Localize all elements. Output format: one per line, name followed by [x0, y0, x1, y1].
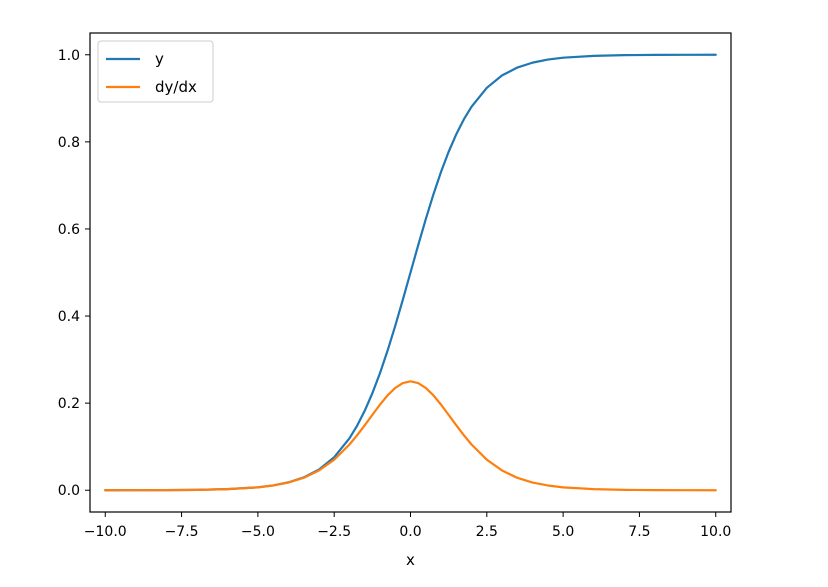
y-tick-label: 0.8 — [58, 135, 80, 151]
y-tick-label: 0.4 — [58, 309, 80, 325]
x-axis: −10.0 −7.5 −5.0 −2.5 0.0 2.5 5.0 7.5 10.0 — [84, 512, 731, 540]
x-tick-label: 2.5 — [476, 524, 498, 540]
x-axis-label: x — [406, 551, 415, 569]
series-layer — [104, 53, 717, 492]
legend-label-0: y — [155, 50, 164, 68]
x-tick-label: 10.0 — [700, 524, 731, 540]
x-tick-label: 5.0 — [552, 524, 574, 540]
y-tick-label: 0.6 — [58, 222, 80, 238]
x-tick-label: 7.5 — [628, 524, 650, 540]
x-tick-label: 0.0 — [399, 524, 421, 540]
x-tick-label: −7.5 — [165, 524, 199, 540]
x-tick-label: −2.5 — [317, 524, 351, 540]
y-tick-label: 0.0 — [58, 483, 80, 499]
y-tick-label: 0.2 — [58, 396, 80, 412]
y-axis: 0.0 0.2 0.4 0.6 0.8 1.0 — [58, 48, 90, 499]
x-tick-label: −10.0 — [84, 524, 127, 540]
legend: y dy/dx — [97, 40, 214, 103]
x-tick-label: −5.0 — [241, 524, 275, 540]
legend-label-1: dy/dx — [155, 78, 197, 96]
series-line-1 — [104, 380, 717, 492]
y-tick-label: 1.0 — [58, 48, 80, 64]
